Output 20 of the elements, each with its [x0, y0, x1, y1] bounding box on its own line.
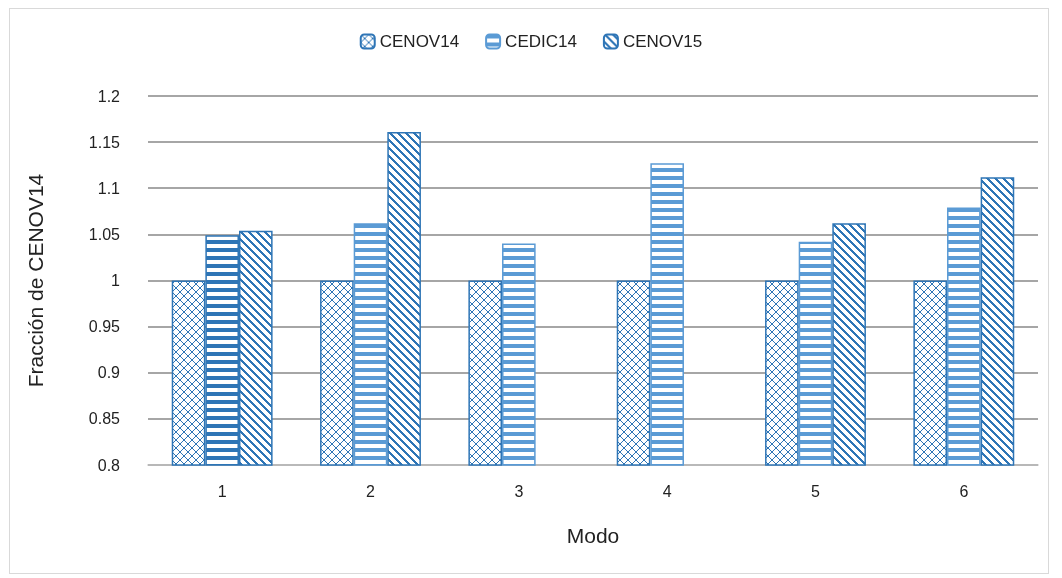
x-tick-label: 5 — [811, 482, 821, 500]
x-tick-label: 6 — [959, 482, 969, 500]
legend-label: CENOV14 — [379, 32, 460, 51]
x-tick-label: 2 — [366, 482, 376, 500]
legend-label: CEDIC14 — [505, 32, 577, 51]
x-axis-title: Modo — [566, 524, 620, 547]
legend-label: CENOV15 — [622, 32, 703, 51]
x-tick-label: 3 — [514, 482, 524, 500]
y-tick-label: 1.2 — [97, 87, 121, 105]
y-tick-label: 0.9 — [97, 364, 121, 382]
y-tick-label: 1.15 — [88, 133, 121, 151]
y-axis-title: Fracción de CENOV14 — [24, 173, 47, 388]
y-tick-label: 1.1 — [97, 179, 121, 197]
y-tick-label: 1.05 — [88, 225, 121, 243]
x-tick-label: 4 — [662, 482, 672, 500]
y-tick-label: 0.95 — [88, 318, 121, 336]
x-tick-label: 1 — [217, 482, 227, 500]
y-tick-label: 0.85 — [88, 410, 121, 428]
y-tick-label: 0.8 — [97, 456, 121, 474]
y-tick-label: 1 — [111, 272, 121, 289]
